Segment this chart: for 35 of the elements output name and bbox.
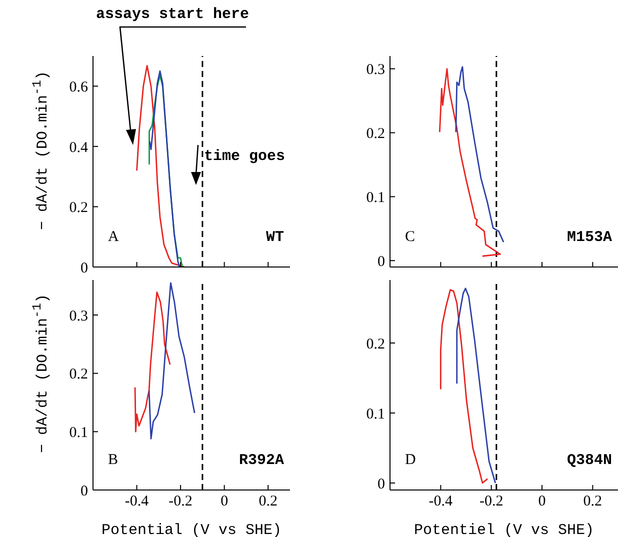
y-tick-label: 0.6 xyxy=(69,79,88,96)
annotation: Q384N xyxy=(566,452,612,469)
annotation: R392A xyxy=(238,452,284,469)
y-tick-label: 0 xyxy=(378,254,385,270)
annotation: B xyxy=(108,452,118,469)
annotation: WT xyxy=(266,229,284,246)
y-tick-label: 0 xyxy=(80,260,88,276)
x-tick-label: -0.2 xyxy=(479,494,504,510)
annotation: A xyxy=(108,229,119,246)
y-tick-label: 0 xyxy=(80,483,88,500)
y-tick-label: 0.1 xyxy=(366,190,385,206)
annotation: D xyxy=(405,452,416,469)
x-tick-label: 0 xyxy=(538,494,546,510)
y-tick-label: 0.2 xyxy=(69,200,88,216)
y-tick-label: 0.2 xyxy=(69,366,88,383)
y-tick-label: 0.2 xyxy=(366,336,385,352)
x-tick-label: 0 xyxy=(220,494,228,510)
x-tick-label: -0.2 xyxy=(168,494,192,510)
x-tick-label: 0.2 xyxy=(258,494,278,510)
x-axis-title: Potentiel (V vs SHE) xyxy=(412,522,596,537)
annotation: C xyxy=(405,229,416,246)
annotation: time goes xyxy=(204,148,286,165)
x-tick-label: -0.4 xyxy=(124,494,150,510)
y-tick-label: 0.3 xyxy=(69,308,88,324)
y-tick-label: 0.2 xyxy=(366,126,385,142)
y-tick-label: 0.3 xyxy=(366,62,385,78)
text: assays start here xyxy=(96,6,250,23)
x-axis-title: Potential (V vs SHE) xyxy=(100,522,283,537)
x-tick-label: -0.4 xyxy=(428,494,454,510)
annotation: M153A xyxy=(566,229,612,246)
y-tick-label: 0.1 xyxy=(69,424,88,441)
y-tick-label: 0.1 xyxy=(366,406,385,422)
y-tick-label: 0.4 xyxy=(69,140,88,156)
x-tick-label: 0.2 xyxy=(583,494,602,510)
y-tick-label: 0 xyxy=(378,476,385,492)
